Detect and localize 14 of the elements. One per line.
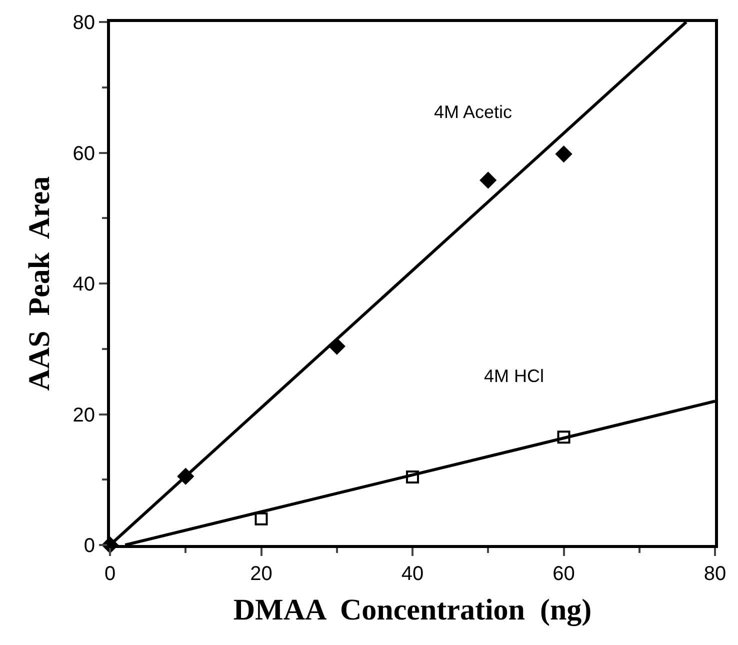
y-tick-label: 0 xyxy=(84,535,95,557)
x-tick-label: 40 xyxy=(401,563,424,585)
annotation: 4M Acetic xyxy=(434,102,512,122)
x-tick-label: 20 xyxy=(250,563,272,585)
x-axis-title: DMAA Concentration (ng) xyxy=(233,594,592,626)
y-tick-label: 80 xyxy=(72,12,95,34)
annotation: 4M HCl xyxy=(484,366,544,386)
y-tick-label: 20 xyxy=(72,404,95,426)
x-tick-label: 80 xyxy=(704,563,726,585)
y-tick-label: 60 xyxy=(72,142,95,165)
x-tick-label: 60 xyxy=(552,563,575,585)
x-tick-label: 0 xyxy=(104,563,116,585)
y-axis-title: AAS Peak Area xyxy=(22,176,56,391)
y-tick-label: 40 xyxy=(72,274,95,296)
